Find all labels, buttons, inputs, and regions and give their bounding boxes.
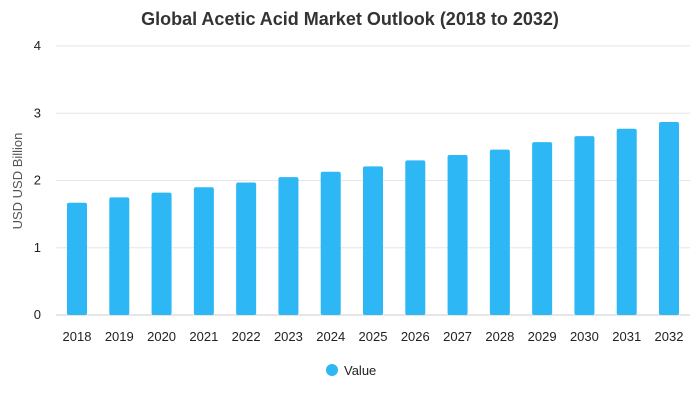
bar-2018[interactable] <box>67 202 87 315</box>
x-tick-label: 2026 <box>401 329 430 344</box>
bar-2026[interactable] <box>405 160 426 315</box>
x-tick-label: 2027 <box>443 329 472 344</box>
x-tick-label: 2032 <box>655 329 684 344</box>
x-tick-label: 2029 <box>528 329 557 344</box>
bar-2022[interactable] <box>236 182 257 315</box>
bar-2029[interactable] <box>532 142 553 315</box>
chart-title: Global Acetic Acid Market Outlook (2018 … <box>141 9 559 29</box>
x-tick-label: 2022 <box>232 329 261 344</box>
bar-2032[interactable] <box>659 121 679 316</box>
y-axis-title: USD USD Billion <box>10 133 25 230</box>
x-tick-label: 2019 <box>105 329 134 344</box>
x-tick-label: 2031 <box>612 329 641 344</box>
y-tick-label: 3 <box>34 105 41 120</box>
x-tick-label: 2021 <box>189 329 218 344</box>
bar-2021[interactable] <box>193 187 214 315</box>
x-tick-label: 2023 <box>274 329 303 344</box>
bar-2031[interactable] <box>616 128 637 315</box>
x-tick-label: 2024 <box>316 329 345 344</box>
bar-2030[interactable] <box>574 136 595 315</box>
legend-label-value: Value <box>344 363 376 378</box>
y-tick-label: 1 <box>34 240 41 255</box>
x-tick-label: 2018 <box>63 329 92 344</box>
bar-2024[interactable] <box>320 171 341 315</box>
bars <box>67 121 679 316</box>
x-tick-label: 2020 <box>147 329 176 344</box>
bar-2023[interactable] <box>278 177 299 315</box>
bar-2027[interactable] <box>447 154 468 315</box>
x-axis-ticks: 2018 2019 2020 2021 2022 2023 2024 2025 2026 2027… <box>63 329 684 344</box>
bar-2019[interactable] <box>109 197 130 315</box>
bar-2020[interactable] <box>151 192 172 315</box>
bar-2028[interactable] <box>489 149 510 315</box>
y-tick-label: 4 <box>34 38 41 53</box>
y-axis-ticks: 0 1 2 3 4 <box>34 38 41 322</box>
legend[interactable]: Value <box>326 363 376 378</box>
x-tick-label: 2028 <box>485 329 514 344</box>
y-tick-label: 0 <box>34 307 41 322</box>
x-tick-label: 2025 <box>359 329 388 344</box>
bar-2025[interactable] <box>363 166 383 315</box>
x-tick-label: 2030 <box>570 329 599 344</box>
legend-swatch-value <box>326 364 338 376</box>
y-tick-label: 2 <box>34 173 41 188</box>
